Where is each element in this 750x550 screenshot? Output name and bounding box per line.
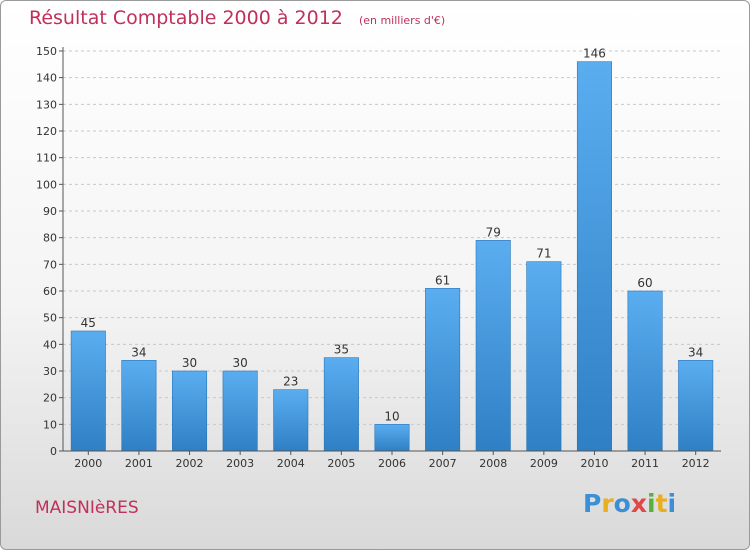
bar-2011	[627, 290, 663, 452]
y-tick-label: 10	[43, 418, 57, 431]
bar-2009	[526, 261, 562, 452]
proxiti-logo: Proxiti	[583, 489, 676, 518]
bar-2002	[172, 370, 208, 452]
x-tick-label-2006: 2006	[378, 457, 406, 470]
logo-letter: r	[601, 489, 614, 518]
x-tick-label-2010: 2010	[580, 457, 608, 470]
x-tick-label-2008: 2008	[479, 457, 507, 470]
bar-2010	[576, 61, 612, 452]
bar-2008	[475, 240, 511, 452]
y-tick-label: 0	[50, 445, 57, 458]
y-tick-label: 60	[43, 285, 57, 298]
y-tick-label: 80	[43, 232, 57, 245]
data-label-2006: 10	[384, 409, 399, 423]
y-tick-label: 20	[43, 392, 57, 405]
bar-2005	[323, 357, 359, 452]
y-tick-label: 120	[36, 125, 57, 138]
logo-letter: x	[630, 489, 647, 518]
bar-2007	[425, 288, 461, 452]
x-tick-label-2004: 2004	[277, 457, 305, 470]
data-label-2011: 60	[637, 276, 652, 290]
data-label-2000: 45	[81, 316, 96, 330]
y-tick-label: 150	[36, 45, 57, 58]
x-tick-label-2005: 2005	[327, 457, 355, 470]
y-tick-label: 100	[36, 178, 57, 191]
bar-2003	[222, 370, 258, 452]
y-tick-label: 70	[43, 258, 57, 271]
data-label-2009: 71	[536, 247, 551, 261]
y-tick-label: 110	[36, 152, 57, 165]
x-tick-label-2009: 2009	[530, 457, 558, 470]
y-tick-label: 140	[36, 72, 57, 85]
x-tick-label-2000: 2000	[74, 457, 102, 470]
y-tick-label: 30	[43, 365, 57, 378]
town-name: MAISNIèRES	[35, 498, 139, 518]
data-label-2012: 34	[688, 345, 703, 359]
data-label-2008: 79	[486, 225, 501, 239]
x-tick-label-2011: 2011	[631, 457, 659, 470]
x-tick-label-2003: 2003	[226, 457, 254, 470]
x-tick-label-2012: 2012	[682, 457, 710, 470]
logo-letter: t	[655, 489, 668, 518]
y-tick-label: 40	[43, 338, 57, 351]
bar-2012	[678, 360, 714, 452]
data-label-2001: 34	[131, 345, 146, 359]
y-tick-label: 130	[36, 98, 57, 111]
bar-2006	[374, 424, 410, 452]
x-tick-label-2007: 2007	[429, 457, 457, 470]
bar-2000	[70, 330, 106, 452]
bar-2004	[273, 389, 309, 452]
chart-subtitle: (en milliers d'€)	[358, 14, 446, 27]
data-label-2002: 30	[182, 356, 197, 370]
logo-letter: i	[667, 489, 677, 518]
x-tick-label-2002: 2002	[176, 457, 204, 470]
x-tick-label-2001: 2001	[125, 457, 153, 470]
data-label-2003: 30	[233, 356, 248, 370]
data-label-2007: 61	[435, 273, 450, 287]
data-label-2005: 35	[334, 343, 349, 357]
data-label-2004: 23	[283, 375, 298, 389]
bar-2001	[121, 360, 157, 452]
logo-letter: o	[613, 489, 631, 518]
logo-letter: i	[647, 489, 656, 518]
data-label-2010: 146	[583, 47, 606, 61]
y-tick-label: 90	[43, 205, 57, 218]
logo-letter: P	[583, 489, 602, 518]
y-tick-label: 50	[43, 312, 57, 325]
chart-title: Résultat Comptable 2000 à 2012 (en milli…	[29, 7, 445, 29]
chart-title-text: Résultat Comptable 2000 à 2012	[29, 7, 343, 29]
